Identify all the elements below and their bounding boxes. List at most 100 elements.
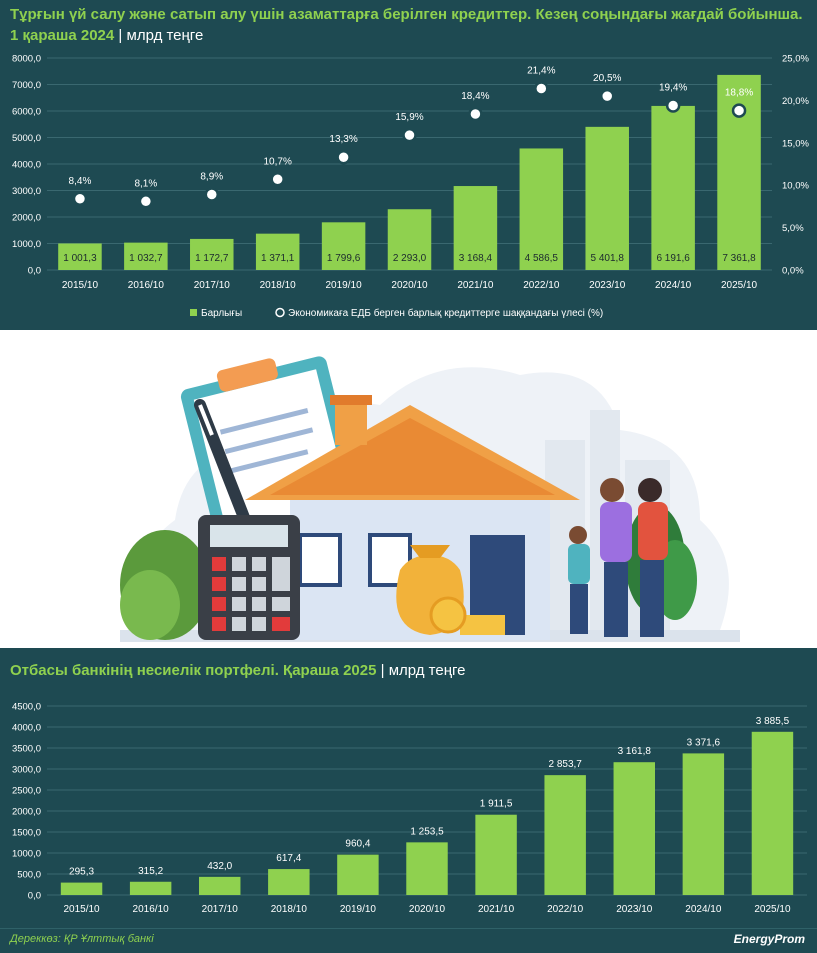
- x-tick-label: 2022/10: [523, 280, 560, 291]
- x-tick-label: 2021/10: [457, 280, 494, 291]
- y-tick-label: 0,0: [28, 891, 41, 902]
- x-tick-label: 2025/10: [721, 280, 758, 291]
- pen-icon: [194, 399, 251, 526]
- share-point: [336, 149, 351, 165]
- share-point: [204, 187, 220, 202]
- top-chart-panel: Тұрғын үй салу және сатып алу үшін азама…: [0, 0, 817, 330]
- x-tick-label: 2021/10: [478, 904, 515, 915]
- bar: [268, 869, 310, 895]
- money-bag-icon: [396, 545, 505, 635]
- bar-value-label: 2 293,0: [393, 253, 427, 264]
- top-chart-unit: млрд теңге: [126, 27, 204, 44]
- top-chart-title-line1: Тұрғын үй салу және сатып алу үшін азама…: [10, 6, 803, 23]
- bar: [190, 238, 234, 270]
- x-tick-label: 2019/10: [326, 280, 363, 291]
- bar: [58, 243, 102, 270]
- share-point: [270, 172, 285, 187]
- y2-tick-label: 25,0%: [782, 54, 809, 65]
- bottom-chart-title-text: Отбасы банкінің несиелік портфелі. Қараш…: [10, 662, 377, 679]
- legend-point-swatch: [275, 307, 285, 318]
- bar: [321, 222, 366, 270]
- x-tick-label: 2020/10: [409, 904, 446, 915]
- share-point: [402, 127, 417, 143]
- title-separator: |: [118, 27, 123, 44]
- share-point: [534, 81, 549, 96]
- legend-bar-label: Барлығы: [201, 308, 242, 319]
- y-tick-label: 2000,0: [12, 213, 41, 224]
- house-finance-illustration: [120, 356, 740, 642]
- bar: [255, 233, 300, 270]
- y2-tick-label: 5,0%: [782, 223, 804, 234]
- y-tick-label: 2000,0: [12, 807, 41, 818]
- bar: [337, 854, 379, 895]
- share-value-label: 8,1%: [134, 178, 157, 189]
- y-tick-label: 4000,0: [12, 160, 41, 171]
- bar-value-label: 1 799,6: [327, 253, 361, 264]
- share-value-label: 20,5%: [593, 73, 621, 84]
- bar-value-label: 2 853,7: [548, 759, 582, 770]
- x-tick-label: 2017/10: [194, 280, 231, 291]
- family-icon: [568, 478, 668, 637]
- bottom-chart-svg: 0,0 500,0 1000,0 1500,0 2000,0 2500,0 3000,0 35…: [12, 702, 807, 915]
- share-value-label: 18,8%: [725, 88, 753, 99]
- bar-value-label: 1 911,5: [480, 799, 513, 810]
- x-tick-label: 2016/10: [128, 280, 165, 291]
- top-chart-title: Тұрғын үй салу және сатып алу үшін азама…: [10, 4, 803, 46]
- y-tick-label: 4500,0: [12, 702, 41, 713]
- x-tick-label: 2017/10: [202, 904, 239, 915]
- share-point: [665, 98, 681, 113]
- y2-tick-label: 15,0%: [782, 138, 809, 149]
- x-tick-label: 2024/10: [655, 280, 692, 291]
- bar: [199, 876, 241, 895]
- bar-value-label: 3 161,8: [618, 746, 652, 757]
- x-tick-label: 2022/10: [547, 904, 584, 915]
- y-tick-label: 500,0: [17, 870, 41, 881]
- share-point: [731, 103, 747, 118]
- y2-tick-label: 0,0%: [782, 266, 804, 277]
- bar-value-label: 315,2: [138, 866, 163, 877]
- bottom-chart-title: Отбасы банкінің несиелік портфелі. Қараш…: [10, 660, 466, 681]
- bar: [751, 731, 794, 895]
- x-tick-label: 2025/10: [754, 904, 791, 915]
- bar: [585, 126, 629, 271]
- legend-bar-swatch: [190, 309, 197, 316]
- y-tick-label: 1500,0: [12, 828, 41, 839]
- bar: [453, 186, 498, 270]
- y-tick-label: 1000,0: [12, 849, 41, 860]
- y-tick-label: 2500,0: [12, 786, 41, 797]
- legend-point-label: Экономикаға ЕДБ берген барлық кредиттерг…: [288, 307, 603, 319]
- y-tick-label: 3000,0: [12, 186, 41, 197]
- share-value-label: 21,4%: [527, 66, 555, 77]
- bar-value-label: 1 172,7: [195, 253, 229, 264]
- y-tick-label: 1000,0: [12, 239, 41, 250]
- bar: [60, 882, 103, 895]
- y2-tick-label: 20,0%: [782, 96, 809, 107]
- bar-value-label: 617,4: [276, 853, 301, 864]
- y-tick-label: 6000,0: [12, 107, 41, 118]
- x-tick-label: 2023/10: [616, 904, 653, 915]
- bar-value-label: 1 032,7: [129, 253, 163, 264]
- bar: [682, 753, 725, 895]
- x-tick-label: 2024/10: [685, 904, 722, 915]
- x-tick-label: 2023/10: [589, 280, 626, 291]
- y-tick-label: 5000,0: [12, 133, 41, 144]
- calculator-icon: [198, 515, 300, 640]
- share-point: [72, 191, 88, 207]
- bar: [519, 148, 564, 270]
- y-tick-label: 0,0: [28, 266, 41, 277]
- x-tick-label: 2020/10: [391, 280, 428, 291]
- x-tick-label: 2018/10: [260, 280, 297, 291]
- source-note: Дереккөз: ҚР Ұлттық банкі: [10, 933, 154, 945]
- x-tick-label: 2019/10: [340, 904, 377, 915]
- share-point: [468, 106, 483, 122]
- bar-value-label: 1 371,1: [261, 253, 295, 264]
- bar-value-label: 960,4: [345, 839, 370, 850]
- brand-logo: EnergyProm: [733, 932, 805, 946]
- bar-value-label: 1 001,3: [63, 253, 97, 264]
- x-tick-label: 2015/10: [63, 904, 100, 915]
- bar: [406, 842, 448, 895]
- bar-value-label: 5 401,8: [591, 253, 625, 264]
- bar-value-label: 295,3: [69, 867, 94, 878]
- bar-value-label: 7 361,8: [722, 253, 756, 264]
- bar-value-label: 6 191,6: [656, 253, 690, 264]
